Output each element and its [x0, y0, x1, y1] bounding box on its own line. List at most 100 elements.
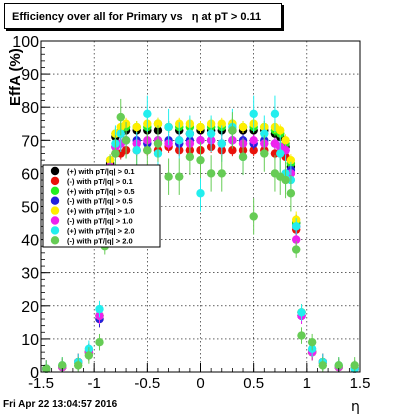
- data-point: [292, 222, 301, 231]
- y-tick-label: 40: [21, 233, 39, 250]
- data-point: [260, 129, 269, 138]
- y-tick-label: 20: [21, 299, 39, 316]
- legend-label: (+) with pT/|q| > 0.5: [67, 187, 135, 196]
- x-axis-label: η: [351, 399, 360, 414]
- y-tick-label: 100: [12, 34, 39, 51]
- data-point: [270, 109, 280, 119]
- y-axis-label: EffA (%): [7, 48, 24, 106]
- data-point: [121, 136, 131, 145]
- y-tick-label: 10: [21, 332, 39, 349]
- data-point: [318, 361, 327, 370]
- x-tick-label: 1: [303, 375, 311, 392]
- data-point: [217, 139, 226, 148]
- legend-marker: [50, 236, 60, 245]
- x-tick-label: -1: [87, 375, 100, 392]
- legend-entry: (+) with pT/|q| > 0.1: [50, 166, 135, 176]
- data-point: [95, 338, 104, 347]
- data-point: [185, 152, 195, 162]
- data-point: [334, 361, 343, 370]
- data-point: [196, 189, 205, 198]
- data-point: [143, 146, 152, 155]
- data-point: [276, 126, 285, 135]
- data-point: [74, 361, 83, 370]
- legend-marker: [50, 176, 60, 186]
- data-point: [116, 112, 125, 122]
- legend-label: (-) with pT/|q| > 0.5: [67, 197, 133, 206]
- data-point: [249, 146, 258, 155]
- data-point: [286, 189, 296, 198]
- data-points: [42, 95, 359, 373]
- legend-entry: (-) with pT/|q| > 2.0: [50, 236, 133, 245]
- legend-entry: (+) with pT/|q| > 1.0: [50, 206, 135, 216]
- legend-label: (-) with pT/|q| > 0.1: [67, 177, 133, 186]
- legend-entry: (+) with pT/|q| > 0.5: [50, 186, 135, 196]
- data-point: [249, 212, 258, 221]
- data-point: [153, 139, 163, 148]
- data-point: [292, 245, 301, 254]
- data-point: [164, 172, 173, 181]
- legend-label: (-) with pT/|q| > 1.0: [67, 217, 133, 226]
- legend: (+) with pT/|q| > 0.1(-) with pT/|q| > 0…: [42, 164, 161, 248]
- legend-marker: [50, 186, 60, 195]
- data-point: [42, 364, 51, 373]
- y-tick-label: 90: [21, 67, 39, 84]
- x-tick-label: -1.5: [28, 375, 54, 392]
- data-point: [196, 122, 205, 132]
- legend-label: (+) with pT/|q| > 2.0: [67, 226, 135, 235]
- legend-marker: [50, 216, 60, 225]
- data-point: [84, 351, 94, 360]
- x-tick-label: 0: [196, 375, 204, 392]
- legend-entry: (-) with pT/|q| > 1.0: [50, 216, 133, 226]
- y-tick-label: 60: [21, 166, 39, 183]
- data-point: [307, 338, 317, 347]
- chart-title: Efficiency over all for Primary vs η at …: [4, 3, 282, 29]
- data-point: [206, 169, 216, 178]
- data-point: [297, 331, 306, 340]
- legend-entry: (-) with pT/|q| > 0.1: [50, 176, 133, 186]
- data-point: [175, 136, 184, 145]
- y-tick-label: 0: [30, 365, 39, 382]
- data-point: [132, 146, 141, 155]
- data-point: [286, 155, 296, 165]
- data-point: [143, 109, 152, 119]
- data-point: [249, 136, 258, 145]
- y-tick-label: 30: [21, 266, 39, 283]
- data-point: [95, 304, 104, 314]
- legend-entry: (+) with pT/|q| > 2.0: [50, 226, 135, 235]
- data-point: [185, 129, 195, 138]
- x-tick-label: -0.5: [134, 375, 160, 392]
- data-point: [196, 155, 205, 165]
- x-tick-label: 1.5: [350, 375, 371, 392]
- data-point: [297, 308, 306, 317]
- data-point: [164, 122, 173, 132]
- legend-label: (-) with pT/|q| > 2.0: [67, 236, 133, 245]
- data-point: [292, 235, 301, 244]
- timestamp: Fri Apr 22 13:04:57 2016: [3, 399, 118, 410]
- data-point: [217, 169, 226, 178]
- legend-label: (+) with pT/|q| > 0.1: [67, 167, 135, 176]
- data-point: [217, 119, 226, 128]
- data-point: [238, 152, 248, 162]
- data-point: [350, 361, 359, 370]
- data-point: [153, 119, 163, 128]
- legend-marker: [50, 226, 60, 235]
- data-point: [276, 149, 285, 158]
- data-point: [228, 146, 237, 155]
- legend-box: [42, 164, 161, 248]
- data-point: [206, 129, 216, 138]
- data-point: [249, 109, 258, 119]
- data-point: [175, 172, 184, 181]
- y-tick-label: 80: [21, 100, 39, 117]
- data-point: [132, 122, 141, 132]
- data-point: [281, 136, 290, 145]
- legend-marker: [50, 166, 60, 176]
- y-tick-label: 70: [21, 133, 39, 150]
- data-point: [260, 149, 269, 158]
- legend-marker: [50, 196, 60, 205]
- y-tick-label: 50: [21, 200, 39, 217]
- legend-marker: [50, 206, 60, 215]
- x-tick-label: 0.5: [243, 375, 264, 392]
- data-point: [238, 122, 248, 132]
- data-point: [196, 136, 205, 145]
